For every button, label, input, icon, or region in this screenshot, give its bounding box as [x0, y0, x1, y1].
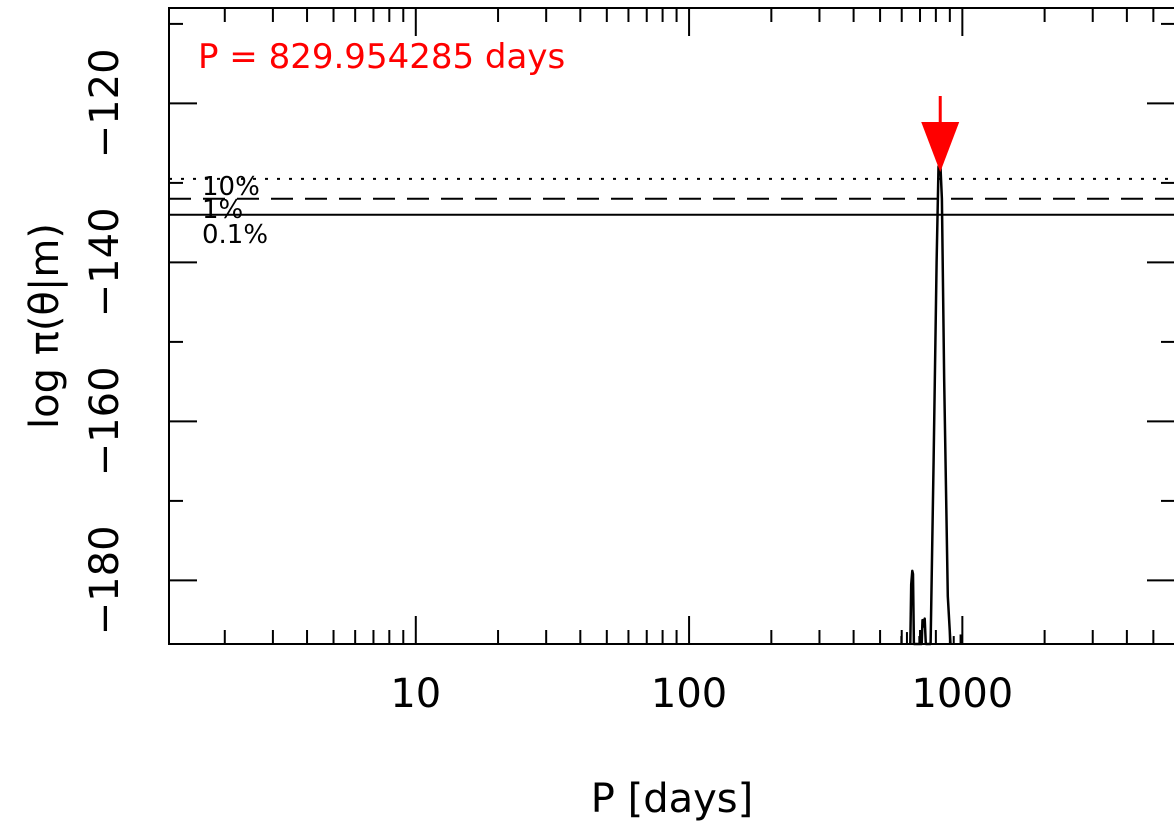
- threshold-label: 1%: [202, 195, 243, 225]
- threshold-lines: [169, 177, 1174, 216]
- y-tick-label: −160: [82, 366, 128, 476]
- y-tick-label: −120: [82, 48, 128, 158]
- x-tick-label: 1000: [911, 671, 1013, 717]
- x-axis-title: P [days]: [591, 776, 753, 822]
- x-tick-label: 100: [651, 671, 727, 717]
- threshold-label: 10%: [202, 172, 260, 202]
- y-tick-label: −180: [82, 525, 128, 635]
- posterior-line: [909, 159, 952, 646]
- y-tick-label: −140: [82, 207, 128, 317]
- ticks: [169, 8, 1174, 644]
- peak-marker-group: [921, 96, 960, 172]
- series: [900, 159, 962, 646]
- peak-arrow-head: [921, 122, 960, 172]
- plot-frame: [168, 7, 1174, 645]
- threshold-label: 0.1%: [202, 220, 268, 250]
- x-tick-label: 10: [390, 671, 441, 717]
- axes: [168, 7, 1174, 645]
- period-annotation: P = 829.954285 days: [198, 37, 565, 77]
- y-axis-title: log π(θ|m): [22, 223, 68, 429]
- labels: P [days] log π(θ|m) P = 829.954285 days …: [22, 37, 1013, 822]
